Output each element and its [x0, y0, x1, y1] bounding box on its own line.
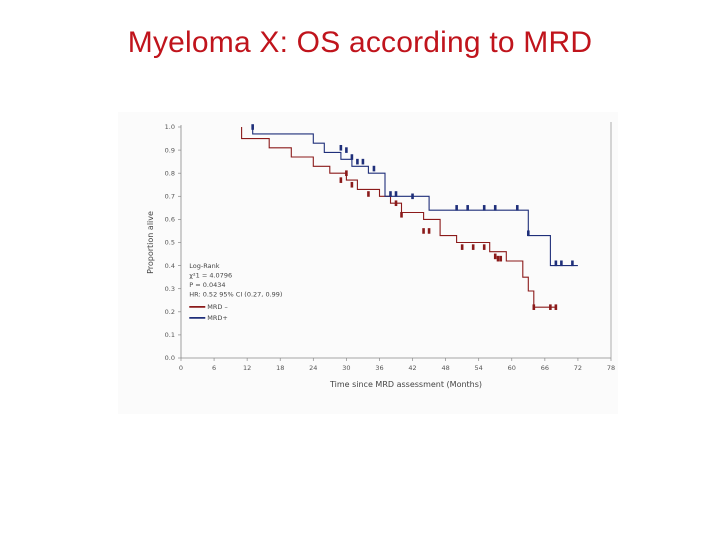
y-tick-label: 0.5 [165, 239, 175, 247]
mrd-positive-censor-mark [339, 144, 343, 151]
mrd-negative-censor-mark [471, 244, 475, 250]
x-tick-label: 48 [441, 364, 449, 372]
mrd-positive-censor-mark [560, 260, 563, 267]
mrd-positive-censor-mark [251, 124, 254, 130]
x-tick-label: 0 [179, 364, 183, 372]
y-tick-label: 0.1 [165, 331, 175, 339]
stats-line: P = 0.0434 [189, 281, 225, 289]
mrd-negative-survival-curve [241, 127, 556, 308]
mrd-positive-survival-curve [252, 127, 578, 267]
mrd-positive-censor-mark [515, 205, 519, 211]
mrd-positive-censor-mark [482, 205, 486, 211]
mrd-negative-censor-mark [422, 228, 425, 234]
mrd-negative-censor-mark [427, 228, 431, 234]
mrd-negative-censor-mark [400, 211, 403, 218]
x-tick-label: 18 [276, 364, 284, 372]
x-tick-label: 60 [508, 364, 516, 372]
x-tick-label: 36 [375, 364, 383, 372]
mrd-negative-censor-mark [394, 200, 398, 207]
mrd-negative-censor-mark [493, 253, 497, 260]
x-tick-label: 66 [541, 364, 549, 372]
mrd-negative-censor-mark [460, 244, 464, 250]
km-chart-svg: 0.0 0.1 0.2 0.3 0.4 0.5 0.6 0.7 0.8 0.9 1.0 0 6 12 18 2… [146, 122, 615, 389]
mrd-positive-censor-mark [372, 165, 376, 172]
mrd-positive-censor-mark [466, 205, 469, 211]
x-tick-label: 78 [607, 364, 615, 372]
axes: 0.0 0.1 0.2 0.3 0.4 0.5 0.6 0.7 0.8 0.9 1.0 0 6 12 18 2… [165, 122, 615, 372]
y-tick-label: 0.0 [165, 354, 175, 362]
mrd-positive-censor-mark [411, 193, 414, 200]
mrd-positive-censor-mark [554, 260, 558, 267]
y-tick-label: 1.0 [165, 123, 175, 131]
y-tick-label: 0.4 [165, 262, 175, 270]
x-tick-label: 42 [408, 364, 416, 372]
x-tick-label: 54 [475, 364, 483, 372]
stats-line: χ²1 = 4.0796 [189, 271, 232, 279]
mrd-positive-censor-mark [527, 230, 530, 237]
y-tick-label: 0.2 [165, 308, 175, 316]
legend-label: MRD – [207, 303, 227, 311]
x-tick-label: 72 [574, 364, 582, 372]
mrd-negative-censor-mark [499, 255, 503, 262]
mrd-positive-censor-mark [356, 158, 359, 165]
mrd-positive-censor-mark [389, 191, 392, 197]
mrd-negative-censor-mark [482, 244, 486, 250]
legend-label: MRD+ [207, 314, 228, 322]
mrd-negative-censor-mark [345, 170, 348, 176]
mrd-negative-censor-mark [554, 304, 558, 310]
mrd-negative-censor-mark [367, 191, 370, 197]
mrd-positive-censor-mark [361, 158, 365, 165]
x-tick-label: 24 [309, 364, 317, 372]
y-tick-label: 0.6 [165, 216, 175, 224]
stats-title: Log-Rank [189, 262, 219, 270]
mrd-negative-censor-mark [350, 181, 354, 188]
x-tick-label: 6 [212, 364, 216, 372]
series-group [241, 124, 578, 310]
mrd-positive-censor-mark [455, 205, 458, 211]
mrd-positive-censor-mark [350, 154, 354, 160]
stats-line: HR: 0.52 95% CI (0.27, 0.99) [189, 290, 282, 298]
mrd-negative-censor-mark [339, 177, 343, 183]
mrd-negative-censor-mark [532, 304, 536, 310]
mrd-positive-censor-mark [571, 260, 574, 267]
x-axis-label: Time since MRD assessment (Months) [329, 380, 482, 389]
y-tick-label: 0.3 [165, 285, 175, 293]
x-tick-label: 30 [342, 364, 350, 372]
mrd-positive-censor-mark [345, 147, 348, 153]
y-tick-label: 0.7 [165, 193, 175, 201]
y-tick-label: 0.8 [165, 169, 175, 177]
x-tick-label: 12 [243, 364, 251, 372]
mrd-negative-censor-mark [496, 255, 500, 262]
y-axis-label: Proportion alive [146, 211, 155, 274]
mrd-positive-censor-mark [394, 191, 398, 197]
km-chart: 0.0 0.1 0.2 0.3 0.4 0.5 0.6 0.7 0.8 0.9 1.0 0 6 12 18 2… [118, 112, 618, 414]
mrd-positive-censor-mark [493, 205, 497, 211]
slide-title: Myeloma X: OS according to MRD [127, 26, 593, 59]
mrd-negative-censor-mark [549, 304, 552, 310]
y-tick-label: 0.9 [165, 146, 175, 154]
